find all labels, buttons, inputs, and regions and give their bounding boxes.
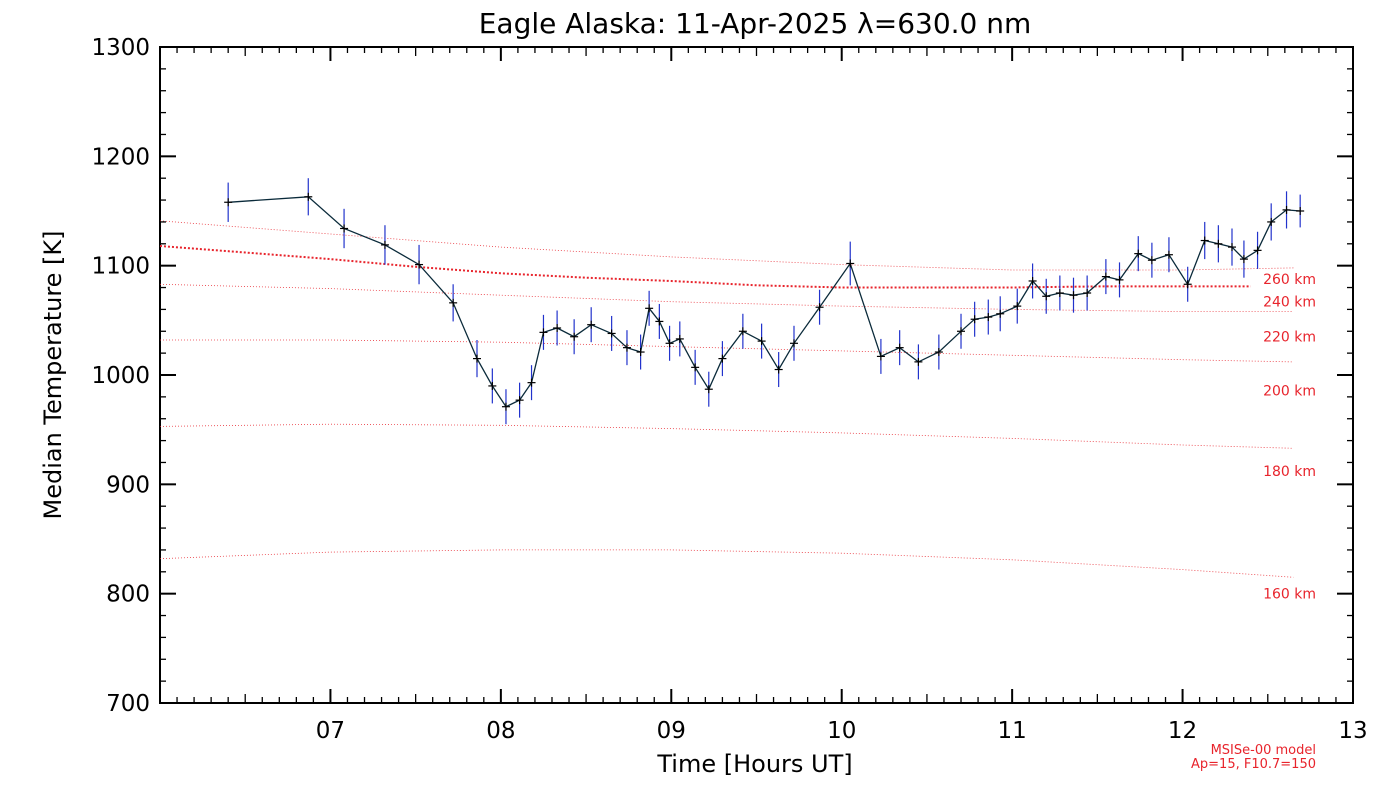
- data-point: [645, 304, 654, 313]
- data-point: [1028, 276, 1037, 285]
- data-point: [527, 378, 536, 387]
- axis-ticks: 07 08 09 10 11 12 13 700 800 900 1000 1100 1200 1300: [91, 35, 1367, 744]
- data-point: [1013, 302, 1022, 311]
- data-point: [691, 363, 700, 372]
- data-point: [704, 385, 713, 394]
- altitude-curve-4: [159, 549, 1294, 578]
- y-axis-label: Median Temperature [K]: [39, 230, 67, 519]
- data-point: [895, 343, 904, 352]
- data-point: [449, 298, 458, 307]
- altitude-label: 160 km: [1263, 587, 1316, 603]
- model-curves: [159, 220, 1294, 578]
- data-point: [1227, 243, 1236, 252]
- y-tick-label: 700: [106, 691, 150, 717]
- data-point: [1101, 272, 1110, 281]
- altitude-label: 220 km: [1263, 330, 1316, 346]
- altitude-curve-0: [159, 220, 1294, 271]
- data-point: [1083, 289, 1092, 297]
- data-point: [488, 381, 497, 390]
- data-point: [304, 192, 313, 201]
- data-series: [224, 178, 1305, 425]
- data-point: [876, 352, 885, 361]
- data-point: [380, 240, 389, 249]
- altitude-label: 260 km: [1263, 272, 1316, 288]
- data-point: [1296, 207, 1305, 215]
- altitude-label: 180 km: [1263, 464, 1316, 480]
- data-point: [738, 327, 747, 336]
- altitude-label: 200 km: [1263, 383, 1316, 399]
- x-tick-label: 10: [827, 718, 856, 744]
- y-tick-label: 1200: [91, 144, 150, 170]
- data-point: [970, 315, 979, 324]
- x-tick-label: 09: [657, 718, 686, 744]
- altitude-label: 240 km: [1263, 295, 1316, 311]
- altitude-curve-2: [160, 339, 1294, 363]
- data-point: [1042, 292, 1051, 301]
- y-tick-label: 1100: [91, 254, 150, 280]
- plot-frame: [159, 46, 1354, 704]
- x-tick-label: 11: [998, 718, 1027, 744]
- data-point: [1253, 246, 1262, 255]
- model-note-line-1: MSISe-00 model: [1211, 743, 1316, 758]
- data-point: [1267, 217, 1276, 226]
- data-point: [934, 348, 943, 357]
- data-point: [1164, 250, 1173, 259]
- data-point: [1239, 255, 1248, 264]
- data-point: [1055, 289, 1064, 297]
- data-point: [622, 343, 631, 352]
- altitude-curve-3: [159, 423, 1294, 449]
- model-curve: [159, 245, 1251, 289]
- data-point: [1147, 256, 1156, 265]
- y-tick-label: 900: [106, 472, 150, 498]
- altitude-labels: 260 km 240 km 220 km 200 km 180 km 160 km: [1263, 272, 1316, 603]
- data-point: [655, 317, 664, 326]
- data-point: [1134, 249, 1143, 258]
- data-point: [996, 309, 1005, 318]
- data-point: [539, 328, 548, 337]
- x-tick-label: 12: [1168, 718, 1197, 744]
- data-point: [515, 396, 524, 405]
- x-tick-label: 07: [316, 718, 345, 744]
- y-tick-label: 1300: [91, 35, 150, 61]
- series-line-0: [228, 196, 1301, 408]
- data-point: [1115, 275, 1124, 284]
- data-point: [472, 354, 481, 363]
- data-point: [587, 320, 596, 329]
- data-point: [636, 348, 645, 357]
- model-note-line-2: Ap=15, F10.7=150: [1191, 757, 1316, 772]
- altitude-curve-1: [159, 283, 1294, 313]
- data-point: [553, 323, 562, 332]
- y-tick-label: 800: [106, 582, 150, 608]
- x-tick-label: 08: [486, 718, 515, 744]
- y-tick-label: 1000: [91, 363, 150, 389]
- data-point: [570, 332, 579, 341]
- data-point: [957, 327, 966, 336]
- data-point: [815, 303, 824, 312]
- data-point: [757, 337, 766, 346]
- data-point: [501, 402, 510, 411]
- data-point: [774, 365, 783, 374]
- data-point: [1200, 236, 1209, 245]
- data-point: [224, 198, 233, 207]
- x-axis-label: Time [Hours UT]: [656, 750, 852, 778]
- data-point: [1282, 205, 1291, 214]
- data-point: [718, 354, 727, 363]
- x-tick-label: 13: [1338, 718, 1367, 744]
- data-point: [675, 334, 684, 343]
- data-point: [1214, 239, 1223, 248]
- data-point: [789, 339, 798, 348]
- data-point: [1183, 280, 1192, 289]
- data-point: [1069, 291, 1078, 300]
- chart-title: Eagle Alaska: 11-Apr-2025 λ=630.0 nm: [479, 7, 1032, 40]
- data-point: [914, 357, 923, 366]
- data-point: [415, 260, 424, 269]
- data-point: [607, 329, 616, 338]
- data-point: [846, 259, 855, 268]
- data-point: [984, 313, 993, 322]
- data-point: [665, 339, 674, 348]
- data-point: [340, 224, 349, 233]
